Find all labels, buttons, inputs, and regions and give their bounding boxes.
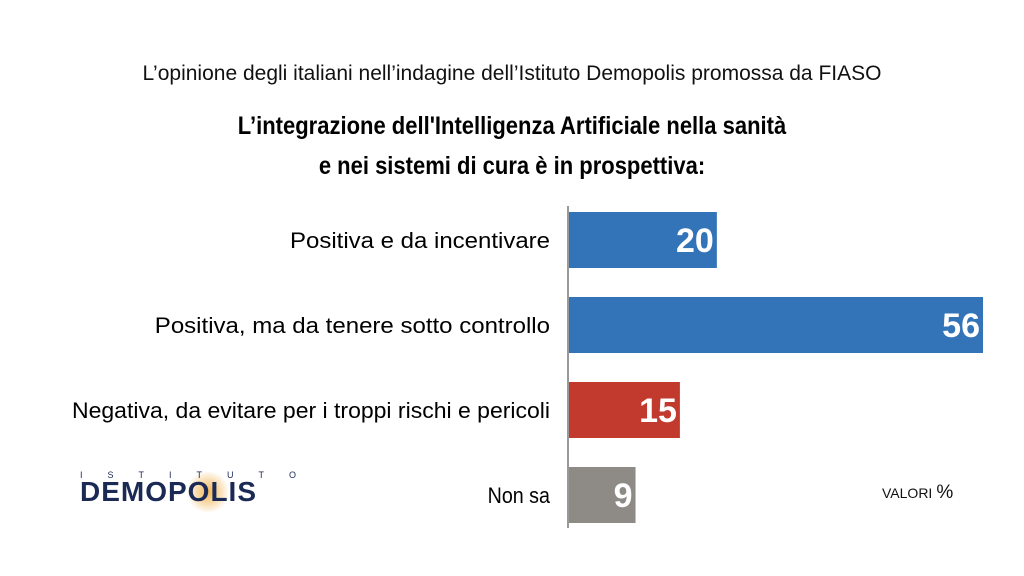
bar bbox=[569, 212, 717, 268]
unit-symbol: % bbox=[936, 482, 954, 503]
category-label: Positiva e da incentivare bbox=[290, 228, 550, 253]
category-label: Non sa bbox=[488, 483, 551, 508]
logo-letter: U bbox=[226, 470, 234, 480]
logo-glow bbox=[186, 472, 230, 512]
chart-title-line1: L’integrazione dell'Intelligenza Artific… bbox=[237, 112, 787, 140]
logo-letter: O bbox=[288, 470, 296, 480]
bar bbox=[569, 297, 983, 353]
chart-title-line2: e nei sistemi di cura è in prospettiva: bbox=[318, 152, 706, 180]
logo-wordmark: DEMOPOLIS bbox=[80, 476, 258, 507]
unit-label: VALORI bbox=[882, 485, 933, 501]
category-label: Positiva, ma da tenere sotto controllo bbox=[155, 313, 550, 338]
bar-value-label: 9 bbox=[614, 477, 633, 515]
bar-value-label: 15 bbox=[639, 392, 677, 430]
logo-subtitle: I S T I T U T O bbox=[80, 470, 296, 480]
logo-letter: I bbox=[168, 470, 172, 480]
logo-letter: S bbox=[107, 470, 114, 480]
bar-value-label: 56 bbox=[942, 307, 980, 345]
chart-title: L’integrazione dell'Intelligenza Artific… bbox=[61, 106, 962, 186]
logo-letter: I bbox=[80, 470, 83, 480]
logo-letter: T bbox=[196, 470, 202, 480]
bar bbox=[569, 467, 636, 523]
bar bbox=[569, 382, 680, 438]
demopolis-logo: I S T I T U T O DEMOPOLIS bbox=[80, 470, 300, 512]
logo-letter: T bbox=[138, 470, 145, 480]
chart-supertitle: L’opinione degli italiani nell’indagine … bbox=[142, 62, 882, 85]
logo-letter: T bbox=[258, 470, 264, 480]
unit-note: VALORI% bbox=[882, 482, 953, 504]
category-label: Negativa, da evitare per i troppi rischi… bbox=[72, 398, 550, 423]
bar-value-label: 20 bbox=[676, 222, 714, 260]
